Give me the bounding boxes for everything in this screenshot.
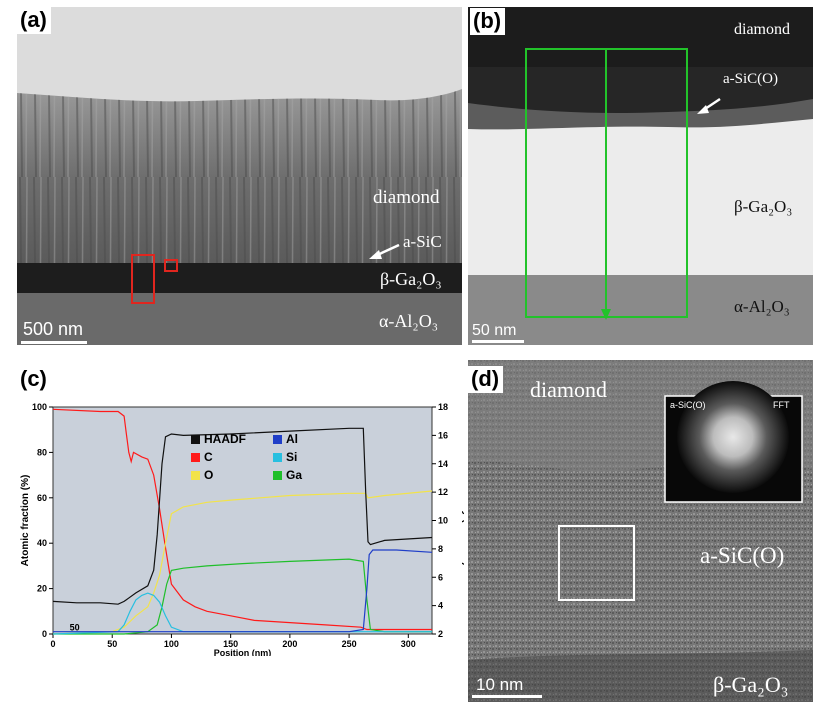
y-tick-label: 80 xyxy=(37,447,47,457)
label-al2o3-b: α-Al₂O₃ xyxy=(734,297,790,316)
y2-axis-label: Intensity (kCounts) xyxy=(461,475,464,566)
roi-box-small xyxy=(164,259,178,272)
legend-swatch-si xyxy=(273,453,282,462)
x-tick-label: 250 xyxy=(342,639,357,649)
x-tick-label: 0 xyxy=(50,639,55,649)
label-ga2o3: β-Ga₂O₃ xyxy=(380,269,442,289)
series-line-c xyxy=(52,408,432,631)
y-tick-label: 0 xyxy=(42,629,47,639)
scale-bar-d xyxy=(472,695,542,698)
panel-a-label: (a) xyxy=(17,7,51,34)
x-tick-label: 50 xyxy=(107,639,117,649)
legend-swatch-haadf xyxy=(191,435,200,444)
legend-label-o: O xyxy=(204,468,213,482)
x-axis-label: Position (nm) xyxy=(214,648,272,656)
y2-tick-label: 12 xyxy=(438,487,448,497)
eds-linescan-chart: 0 50 100 150 200 250 300 0 20 40 60 80 100 2 4 6 8 10 12 14… xyxy=(20,402,464,656)
legend-swatch-ga xyxy=(273,471,282,480)
panel-d-hrtem-image xyxy=(468,360,813,702)
scale-bar-b xyxy=(472,340,524,343)
y2-tick-label: 14 xyxy=(438,459,448,469)
panel-b-label: (b) xyxy=(470,8,506,35)
plot-area xyxy=(52,406,433,635)
label-a-sico-d: a-SiC(O) xyxy=(700,543,785,568)
legend-swatch-al xyxy=(273,435,282,444)
y-axis-label: Atomic fraction (%) xyxy=(20,475,31,567)
x-tick-label: 200 xyxy=(282,639,297,649)
panel-b: (b) diamond a-SiC(O) β-Ga₂O₃ α-Al₂O₃ 50 … xyxy=(468,7,813,345)
x-tick-label: 150 xyxy=(223,639,238,649)
legend-swatch-c xyxy=(191,453,200,462)
legend-label-si: Si xyxy=(286,450,297,464)
inset-label-asico: a-SiC(O) xyxy=(670,400,706,410)
scale-bar-d-label: 10 nm xyxy=(476,675,524,694)
panel-a-tem-image xyxy=(17,7,462,345)
label-diamond-d: diamond xyxy=(530,377,607,402)
y2-tick-label: 18 xyxy=(438,402,448,412)
x-tick-label: 300 xyxy=(401,639,416,649)
series-line-si xyxy=(52,592,432,635)
legend-label-haadf: HAADF xyxy=(204,432,246,446)
roi-box-large xyxy=(131,254,155,304)
annotation-label: 50 xyxy=(70,623,80,633)
scale-bar-b-label: 50 nm xyxy=(472,322,517,339)
fft-region-box xyxy=(558,525,635,601)
inset-label-fft: FFT xyxy=(773,400,790,410)
panel-d-label: (d) xyxy=(468,366,504,393)
label-ga2o3-d: β-Ga₂O₃ xyxy=(713,672,789,697)
y2-tick-label: 8 xyxy=(438,544,443,554)
label-a-sico-b: a-SiC(O) xyxy=(723,71,778,87)
panel-a: (a) diamond a-SiC β-Ga₂O₃ α-Al₂O₃ 500 nm xyxy=(17,7,462,345)
y2-tick-label: 10 xyxy=(438,516,448,526)
y-tick-label: 60 xyxy=(37,493,47,503)
legend-label-c: C xyxy=(204,450,213,464)
y-tick-label: 20 xyxy=(37,584,47,594)
series-line-al xyxy=(53,549,433,633)
scale-bar-a-label: 500 nm xyxy=(23,319,84,339)
series-line-haadf xyxy=(52,427,433,605)
x-tick-label: 100 xyxy=(164,639,179,649)
panel-c-label: (c) xyxy=(17,366,51,393)
label-diamond: diamond xyxy=(373,187,440,208)
label-al2o3: α-Al₂O₃ xyxy=(379,311,438,331)
y2-tick-label: 16 xyxy=(438,430,448,440)
panel-d: (d) diamond a-SiC(O) β-Ga₂O₃ a-SiC(O) FF… xyxy=(468,360,813,702)
series-line-ga xyxy=(53,558,432,635)
legend-swatch-o xyxy=(191,471,200,480)
label-diamond-b: diamond xyxy=(734,21,790,38)
y2-tick-label: 2 xyxy=(438,629,443,639)
y-tick-label: 40 xyxy=(37,538,47,548)
y2-tick-label: 6 xyxy=(438,572,443,582)
legend-label-ga: Ga xyxy=(286,468,302,482)
panel-b-stem-image xyxy=(468,7,813,345)
panel-c: (c) 0 50 100 150 200 250 300 0 20 40 60 80 100 2 4 6 8 10… xyxy=(17,360,464,656)
scale-bar-a xyxy=(21,341,87,344)
y2-tick-label: 4 xyxy=(438,601,443,611)
y-tick-label: 100 xyxy=(32,402,47,412)
label-a-sic: a-SiC xyxy=(403,232,442,251)
fft-ring-icon xyxy=(677,381,789,493)
label-ga2o3-b: β-Ga₂O₃ xyxy=(734,197,793,216)
legend-label-al: Al xyxy=(286,432,298,446)
